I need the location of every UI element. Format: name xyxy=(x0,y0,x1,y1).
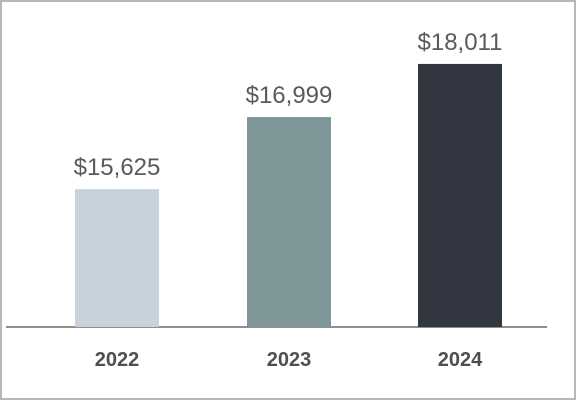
bar-2024 xyxy=(418,63,502,328)
x-tick-label-2022: 2022 xyxy=(95,349,140,371)
x-tick-label-2024: 2024 xyxy=(438,349,483,371)
bar-2023 xyxy=(247,117,331,328)
x-tick-label-2023: 2023 xyxy=(267,349,312,371)
data-label-2024: $18,011 xyxy=(418,29,503,56)
data-label-2022: $15,625 xyxy=(74,154,161,181)
data-label-2023: $16,999 xyxy=(246,82,333,109)
bar-2022 xyxy=(75,189,159,327)
